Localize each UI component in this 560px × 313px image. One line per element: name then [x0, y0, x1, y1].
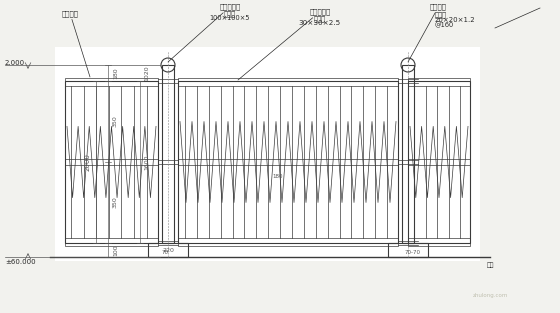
Text: 180: 180	[273, 173, 283, 178]
Bar	[178, 78, 398, 86]
Bar	[178, 159, 398, 165]
Bar	[55, 47, 480, 261]
Bar	[65, 159, 158, 165]
Bar	[408, 81, 470, 243]
Text: 1020: 1020	[144, 65, 149, 81]
Text: 100: 100	[113, 244, 118, 256]
Text: 30×30×2.5: 30×30×2.5	[299, 20, 341, 26]
Text: 绿色护栏板: 绿色护栏板	[238, 8, 330, 80]
Text: 2.000: 2.000	[5, 60, 25, 66]
Text: ±60.000: ±60.000	[5, 259, 36, 265]
Bar	[65, 238, 158, 246]
Text: 20×20×1.2: 20×20×1.2	[435, 17, 475, 23]
Bar	[178, 238, 398, 246]
Text: 220: 220	[162, 248, 174, 253]
Text: 方钓管: 方钓管	[224, 11, 236, 17]
Text: zhulong.com: zhulong.com	[472, 293, 508, 297]
Bar	[402, 65, 414, 243]
Bar	[65, 81, 158, 243]
Text: 绿色护栏: 绿色护栏	[408, 3, 447, 62]
Text: 350: 350	[113, 197, 118, 208]
Text: @160: @160	[435, 22, 454, 28]
Bar	[65, 78, 158, 86]
Bar	[162, 65, 174, 243]
Bar	[388, 243, 428, 257]
Text: 注解: 注解	[486, 262, 494, 268]
Text: 方钓管: 方钓管	[314, 16, 326, 22]
Text: 180: 180	[113, 67, 118, 79]
Bar	[408, 78, 470, 86]
Text: 350: 350	[113, 115, 118, 127]
Text: 1600: 1600	[144, 154, 149, 170]
Text: 方钓管: 方钓管	[435, 12, 447, 18]
Bar	[408, 159, 470, 165]
Text: 70: 70	[161, 249, 169, 254]
Text: 2000: 2000	[85, 153, 91, 171]
Text: 绿色护栏杆: 绿色护栏杆	[168, 3, 241, 62]
Text: 70-70: 70-70	[405, 249, 421, 254]
Text: 绿色数据: 绿色数据	[62, 10, 90, 77]
Text: 100×100×5: 100×100×5	[210, 15, 250, 21]
Bar	[178, 81, 398, 243]
Bar	[148, 243, 188, 257]
Bar	[408, 238, 470, 246]
